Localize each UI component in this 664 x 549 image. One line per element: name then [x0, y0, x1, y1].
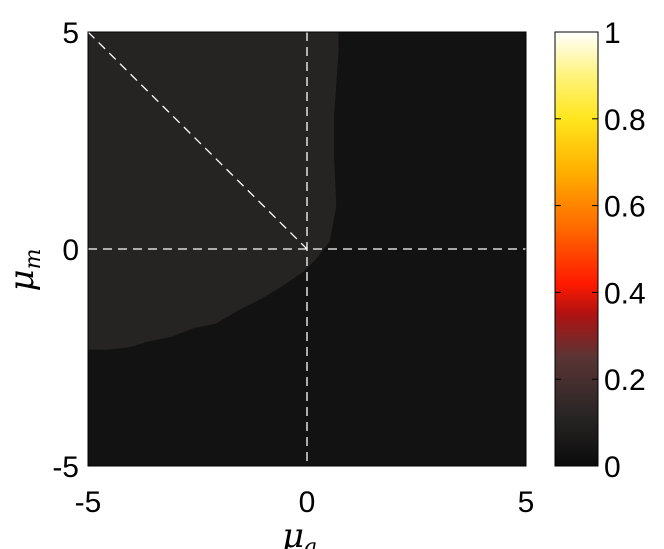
x-axis-label-sub: a — [304, 535, 317, 549]
x-tick-labels: -5 0 5 — [75, 486, 535, 519]
y-axis-label: μm — [2, 249, 46, 292]
contour-level-10 — [88, 32, 339, 350]
colorbar-tick-label: 1 — [604, 17, 621, 50]
plot-area — [88, 32, 526, 466]
y-tick-labels: -5 0 5 — [52, 17, 79, 484]
colorbar-tick-label: 0.2 — [604, 364, 646, 397]
x-axis-label-base: μ — [282, 516, 304, 549]
x-axis-label: μa — [282, 516, 317, 549]
colorbar: 0 0.2 0.4 0.6 0.8 1 — [554, 17, 646, 484]
x-tick-label: 5 — [518, 486, 535, 519]
y-tick-label: 0 — [62, 234, 79, 267]
y-axis-label-sub: m — [21, 249, 46, 270]
y-tick-label: 5 — [62, 17, 79, 50]
plot-frame — [87, 31, 527, 467]
contour-levels — [88, 32, 339, 350]
colorbar-tick-label: 0.4 — [604, 277, 646, 310]
y-tick-label: -5 — [52, 451, 79, 484]
x-tick-label: 0 — [299, 486, 316, 519]
colorbar-ticks: 0 0.2 0.4 0.6 0.8 1 — [555, 17, 646, 484]
colorbar-tick-label: 0.6 — [604, 191, 646, 224]
x-tick-label: -5 — [75, 486, 102, 519]
reference-line-segment — [88, 32, 308, 250]
colorbar-tick-label: 0 — [604, 451, 621, 484]
colorbar-tick-label: 0.8 — [604, 104, 646, 137]
colorbar-bar — [554, 31, 599, 467]
y-axis-label-base: μ — [2, 269, 42, 291]
reference-lines — [88, 32, 526, 466]
